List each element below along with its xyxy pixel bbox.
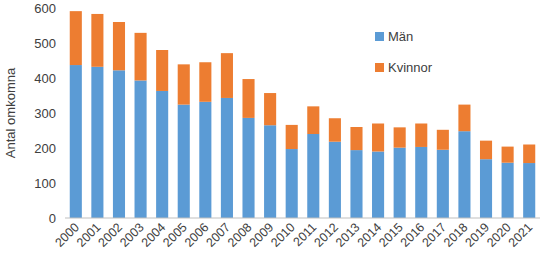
y-axis-label: Antal omkomna [3, 67, 18, 158]
bar [307, 134, 319, 218]
bar [502, 147, 514, 163]
legend-swatch [375, 32, 384, 41]
bars [70, 11, 536, 218]
bar [437, 150, 449, 218]
bar [372, 124, 384, 152]
bar [156, 91, 168, 218]
bar [286, 149, 298, 218]
y-tick-label: 400 [34, 71, 56, 86]
bar [286, 125, 298, 149]
bar [415, 124, 427, 147]
bar [394, 148, 406, 218]
bar [458, 105, 470, 132]
y-tick-label: 200 [34, 141, 56, 156]
bar [264, 93, 276, 125]
bar [70, 11, 82, 65]
bar [415, 147, 427, 218]
bar [329, 118, 341, 141]
chart-svg: 0100200300400500600Antal omkomna20002001… [0, 0, 550, 270]
chart: 0100200300400500600Antal omkomna20002001… [0, 0, 550, 270]
legend-swatch [375, 63, 384, 72]
bar [307, 106, 319, 134]
x-axis-line [65, 218, 540, 219]
y-tick-label: 0 [49, 211, 56, 226]
bar [372, 152, 384, 219]
bar [242, 79, 254, 118]
y-tick-label: 500 [34, 36, 56, 51]
bar [523, 163, 535, 218]
bar [221, 98, 233, 218]
bar [480, 159, 492, 218]
y-tick-label: 600 [34, 1, 56, 16]
bar [523, 145, 535, 164]
legend-label: Kvinnor [388, 60, 433, 75]
bar [437, 130, 449, 150]
bar [178, 105, 190, 218]
bar [350, 127, 362, 150]
bar [156, 50, 168, 91]
bar [264, 125, 276, 218]
bar [91, 14, 103, 67]
bar [480, 141, 492, 160]
bar [199, 102, 211, 218]
legend-label: Män [388, 29, 413, 44]
bar [350, 150, 362, 218]
bar [221, 53, 233, 98]
bar [70, 65, 82, 218]
bar [135, 80, 147, 218]
y-tick-label: 100 [34, 176, 56, 191]
x-tick-label: 2021 [506, 220, 536, 250]
bar [135, 33, 147, 81]
bar [113, 22, 125, 70]
bar [178, 64, 190, 104]
bar [199, 62, 211, 102]
bar [502, 163, 514, 218]
bar [242, 118, 254, 218]
bar [394, 127, 406, 147]
bar [458, 131, 470, 218]
y-tick-label: 300 [34, 106, 56, 121]
bar [113, 70, 125, 218]
bar [91, 67, 103, 218]
bar [329, 142, 341, 218]
